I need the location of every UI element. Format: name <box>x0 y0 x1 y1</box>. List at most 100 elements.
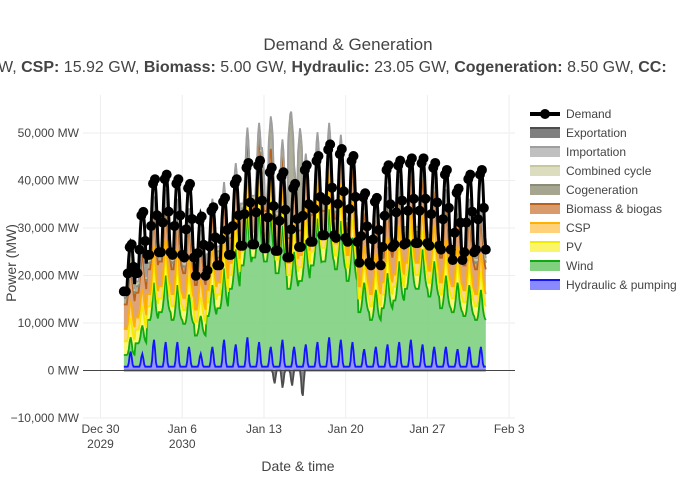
legend-label: Exportation <box>566 126 627 140</box>
demand-point <box>430 157 441 168</box>
demand-point <box>402 205 413 216</box>
demand-point <box>406 153 417 164</box>
demand-point <box>327 182 338 193</box>
demand-point <box>190 270 201 281</box>
demand-point <box>301 160 312 171</box>
legend-item-csp[interactable]: CSP <box>530 221 591 235</box>
demand-point <box>338 186 349 197</box>
legend-swatch <box>530 166 560 176</box>
legend-item-pv[interactable]: PV <box>530 240 582 254</box>
legend-label: Importation <box>566 145 626 159</box>
demand-point <box>122 268 133 279</box>
demand-point <box>175 210 186 221</box>
demand-point <box>295 242 306 252</box>
legend-label: Biomass & biogas <box>566 202 662 216</box>
legend-marker <box>540 109 550 119</box>
demand-point <box>424 240 435 251</box>
demand-point <box>120 286 131 297</box>
demand-point <box>181 224 192 235</box>
y-tick-label: 30,000 MW <box>18 221 80 235</box>
demand-point <box>262 212 273 223</box>
y-tick-label: 40,000 MW <box>18 174 80 188</box>
demand-point <box>389 239 400 250</box>
demand-point <box>257 195 268 206</box>
demand-point <box>272 245 283 256</box>
x-tick-label: Jan 6 <box>168 422 198 436</box>
subtitle-part: CSP: <box>21 59 59 76</box>
legend-item-wind[interactable]: Wind <box>530 259 593 273</box>
demand-point <box>453 183 464 194</box>
legend-label: Cogeneration <box>566 183 638 197</box>
demand-point <box>445 244 456 255</box>
demand-point <box>478 202 489 213</box>
legend-item-biomass-biogas[interactable]: Biomass & biogas <box>530 202 662 216</box>
y-tick-label: 50,000 MW <box>18 126 80 140</box>
demand-point <box>366 260 376 271</box>
x-tick-year: 2029 <box>87 437 114 451</box>
demand-point <box>243 157 254 168</box>
demand-point <box>245 197 256 208</box>
demand-point <box>420 193 431 204</box>
demand-point <box>255 155 266 166</box>
chart-title: Demand & Generation <box>263 35 432 54</box>
demand-point <box>309 203 320 214</box>
demand-point <box>457 255 468 266</box>
demand-point <box>225 249 236 260</box>
legend-swatch <box>530 223 560 233</box>
y-tick-label: 0 MW <box>48 364 80 378</box>
legend-label: Demand <box>566 107 611 121</box>
demand-point <box>231 174 242 185</box>
legend-item-importation[interactable]: Importation <box>530 145 626 159</box>
demand-point <box>286 224 297 235</box>
x-axis-title: Date & time <box>261 458 334 474</box>
demand-point <box>395 155 406 166</box>
y-tick-label: −10,000 MW <box>11 411 80 425</box>
legend-swatch <box>530 280 560 290</box>
line-pv <box>123 190 487 343</box>
demand-point <box>344 203 355 214</box>
subtitle-part: Biomass: <box>144 59 216 76</box>
demand-point <box>220 192 231 203</box>
x-tick-label: Dec 30 <box>81 422 119 436</box>
legend-item-hydraulic-pumping[interactable]: Hydraulic & pumping <box>530 278 677 292</box>
demand-point <box>144 249 155 260</box>
demand-point <box>284 252 295 263</box>
legend-swatch <box>530 204 560 214</box>
demand-point <box>185 178 196 189</box>
demand-point <box>383 160 394 171</box>
demand-point <box>146 220 157 231</box>
legend-item-demand[interactable]: Demand <box>530 107 611 121</box>
legend-item-combined-cycle[interactable]: Combined cycle <box>530 164 652 178</box>
legend-item-exportation[interactable]: Exportation <box>530 126 627 140</box>
demand-point <box>473 214 484 225</box>
line-hydraulic-pumping <box>123 337 486 368</box>
demand-point <box>307 236 318 247</box>
demand-point <box>132 268 143 279</box>
demand-point <box>375 260 386 271</box>
y-axis-title: Power (MW) <box>3 224 19 302</box>
subtitle-part: 15.92 GW, <box>59 59 143 76</box>
demand-point <box>239 209 250 220</box>
demand-point <box>167 249 178 260</box>
demand-point <box>155 247 166 258</box>
demand-point <box>208 202 219 213</box>
demand-point <box>163 206 174 217</box>
legend[interactable]: Demand Exportation Importation Combined cyc… <box>530 107 677 292</box>
x-tick-year: 2030 <box>169 437 196 451</box>
area-wind <box>123 209 486 367</box>
demand-point <box>313 150 324 161</box>
legend-item-cogeneration[interactable]: Cogeneration <box>530 183 638 197</box>
demand-point <box>319 230 330 241</box>
y-tick-label: 20,000 MW <box>18 269 80 283</box>
line-exportation <box>123 369 486 396</box>
legend-label: Wind <box>566 259 593 273</box>
demand-point <box>216 234 227 245</box>
demand-point <box>268 201 279 212</box>
demand-point <box>274 215 285 226</box>
demand-point <box>408 193 419 204</box>
demand-point <box>321 195 332 206</box>
subtitle-part: Hydraulic: <box>291 59 369 76</box>
subtitle-part: Cogeneration: <box>454 59 562 76</box>
demand-point <box>432 197 443 208</box>
